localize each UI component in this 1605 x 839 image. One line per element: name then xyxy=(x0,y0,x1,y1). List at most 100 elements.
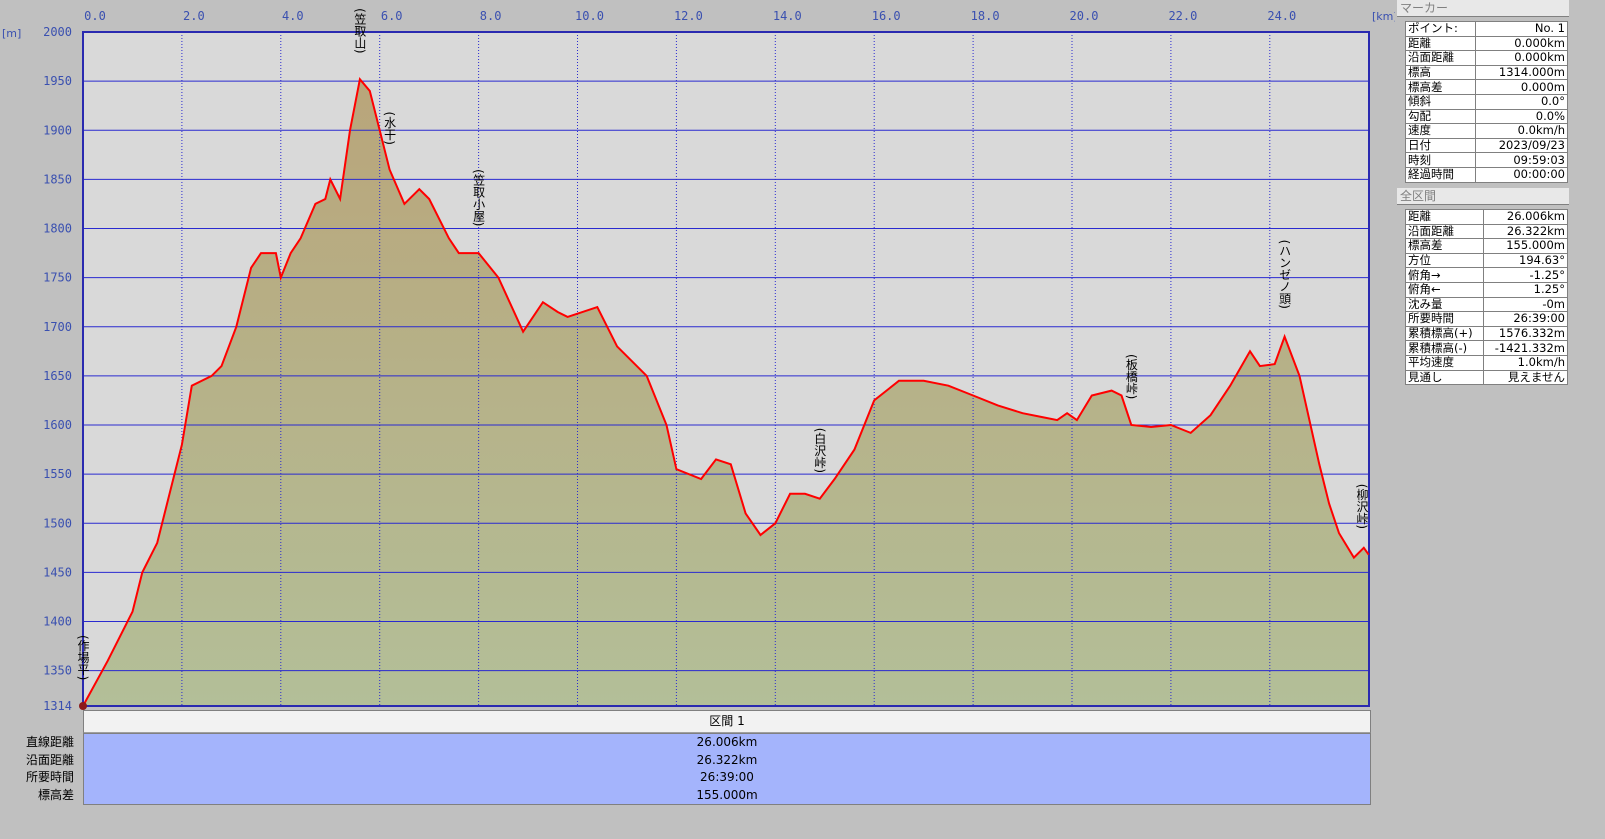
info-value: No. 1 xyxy=(1475,21,1568,37)
waypoint-label: (白沢峠) xyxy=(813,428,827,473)
info-row: 標高差 0.000m xyxy=(1404,79,1568,95)
info-value: 1576.332m xyxy=(1482,325,1569,342)
info-value: 09:59:03 xyxy=(1475,152,1568,168)
x-tick-label: 4.0 xyxy=(282,9,304,23)
y-tick-label: 1900 xyxy=(43,123,72,137)
info-value: 0.000km xyxy=(1475,35,1568,52)
info-row: 俯角→ -1.25° xyxy=(1405,267,1569,283)
waypoint-label: (ハンゼノ頭) xyxy=(1278,240,1292,309)
info-row: 累積標高(+) 1576.332m xyxy=(1405,325,1569,342)
info-value: 0.0° xyxy=(1475,93,1568,110)
info-label: 距離 xyxy=(1405,209,1484,225)
info-value: 0.000km xyxy=(1475,50,1568,66)
y-tick-label: 1350 xyxy=(43,664,72,678)
waypoint-label: (笠取小屋) xyxy=(472,169,486,226)
hiker-marker-icon xyxy=(79,702,87,710)
x-tick-label: 2.0 xyxy=(183,9,205,23)
y-tick-label: 1750 xyxy=(43,271,72,285)
y-tick-label: 1850 xyxy=(43,172,72,186)
y-tick-label: 1450 xyxy=(43,565,72,579)
section-labels: 直線距離 沿面距離 所要時間 標高差 xyxy=(0,734,74,804)
info-value: 1.0km/h xyxy=(1482,354,1569,371)
y-tick-label: 1400 xyxy=(43,615,72,629)
waypoint-label: (作場平) xyxy=(76,635,90,680)
y-tick-label: 1800 xyxy=(43,222,72,236)
info-row: 経過時間 00:00:00 xyxy=(1404,166,1568,183)
info-row: 標高 1314.000m xyxy=(1404,64,1568,81)
info-row: 勾配 0.0% xyxy=(1404,108,1568,125)
x-tick-label: 12.0 xyxy=(674,9,703,23)
y-tick-label: 1650 xyxy=(43,369,72,383)
x-tick-label: 20.0 xyxy=(1070,9,1099,23)
info-value: 26:39:00 xyxy=(1482,311,1569,327)
x-tick-label: 14.0 xyxy=(773,9,802,23)
info-label: 速度 xyxy=(1404,123,1477,139)
info-value: 1.25° xyxy=(1482,281,1569,298)
value-duration: 26:39:00 xyxy=(700,770,754,784)
info-label: 傾斜 xyxy=(1404,93,1477,110)
x-tick-label: 16.0 xyxy=(872,9,901,23)
x-tick-label: 10.0 xyxy=(575,9,604,23)
section-header[interactable]: 区間 1 xyxy=(83,710,1371,734)
info-label: 沈み量 xyxy=(1405,296,1484,313)
info-label: 沿面距離 xyxy=(1404,50,1477,66)
y-tick-label: 1550 xyxy=(43,467,72,481)
waypoint-label: (笠取山) xyxy=(353,8,367,53)
info-label: 累積標高(+) xyxy=(1405,325,1484,342)
info-label: 見通し xyxy=(1405,369,1484,386)
info-value: 194.63° xyxy=(1482,252,1569,269)
info-label: 標高差 xyxy=(1404,79,1477,95)
info-label: 時刻 xyxy=(1404,152,1477,168)
info-row: 平均速度 1.0km/h xyxy=(1405,354,1569,371)
info-value: 00:00:00 xyxy=(1475,166,1568,183)
waypoint-label: (板橋峠) xyxy=(1124,354,1138,399)
info-row: 所要時間 26:39:00 xyxy=(1405,311,1569,327)
section-title: 区間 1 xyxy=(709,714,745,728)
plot-border xyxy=(82,31,1370,707)
info-row: 方位 194.63° xyxy=(1405,252,1569,269)
info-row: 標高差 155.000m xyxy=(1405,238,1569,254)
info-value: 見えません xyxy=(1482,369,1569,386)
elevation-area xyxy=(83,79,1369,706)
info-label: ポイント: xyxy=(1404,21,1477,37)
label-elevation-diff: 標高差 xyxy=(37,787,74,802)
y-tick-label: 1500 xyxy=(43,516,72,530)
info-label: 所要時間 xyxy=(1405,311,1484,327)
info-row: 俯角← 1.25° xyxy=(1405,281,1569,298)
y-tick-label: 1314 xyxy=(43,699,72,710)
y-tick-label: 1700 xyxy=(43,320,72,334)
info-label: 俯角← xyxy=(1405,281,1484,298)
info-label: 沿面距離 xyxy=(1405,223,1484,240)
elevation-profile-chart[interactable]: 2000 1950 1900 1850 1800 1750 1700 1650 1600 1550… xyxy=(0,0,1395,710)
marker-panel-header: マーカー xyxy=(1397,0,1569,17)
marker-info-table: ポイント: No. 1 距離 0.000km 沿面距離 0.000km 標高 1314.000… xyxy=(1404,21,1568,183)
info-value: 26.322km xyxy=(1482,223,1569,240)
section-body[interactable]: 26.006km 26.322km 26:39:00 155.000m xyxy=(83,733,1371,805)
info-row: 距離 0.000km xyxy=(1404,35,1568,52)
info-row: 日付 2023/09/23 xyxy=(1404,137,1568,154)
label-straight-distance: 直線距離 xyxy=(25,735,74,749)
waypoint-label: (柳沢峠) xyxy=(1355,484,1369,529)
info-row: 沿面距離 26.322km xyxy=(1405,223,1569,240)
y-tick-label: 1950 xyxy=(43,74,72,88)
info-row: 沿面距離 0.000km xyxy=(1404,50,1568,66)
info-label: 日付 xyxy=(1404,137,1477,154)
label-surface-distance: 沿面距離 xyxy=(25,752,74,767)
value-straight-distance: 26.006km xyxy=(696,735,758,749)
info-value: 1314.000m xyxy=(1475,64,1568,81)
info-row: 時刻 09:59:03 xyxy=(1404,152,1568,168)
y-axis-unit: [m] xyxy=(2,27,21,40)
x-tick-label: 0.0 xyxy=(84,9,106,23)
info-row: 距離 26.006km xyxy=(1405,209,1569,225)
value-elevation-diff: 155.000m xyxy=(696,787,758,802)
info-label: 平均速度 xyxy=(1405,354,1484,371)
info-row: 傾斜 0.0° xyxy=(1404,93,1568,110)
info-row: 累積標高(-) -1421.332m xyxy=(1405,340,1569,356)
total-info-table: 距離 26.006km 沿面距離 26.322km 標高差 155.000m 方位 194.6… xyxy=(1405,209,1569,386)
x-tick-label: 8.0 xyxy=(480,9,502,23)
value-surface-distance: 26.322km xyxy=(696,752,758,767)
info-row: 見通し 見えません xyxy=(1405,369,1569,386)
info-value: 0.0km/h xyxy=(1475,123,1568,139)
info-label: 経過時間 xyxy=(1404,166,1477,183)
info-value: 0.0% xyxy=(1475,108,1568,125)
